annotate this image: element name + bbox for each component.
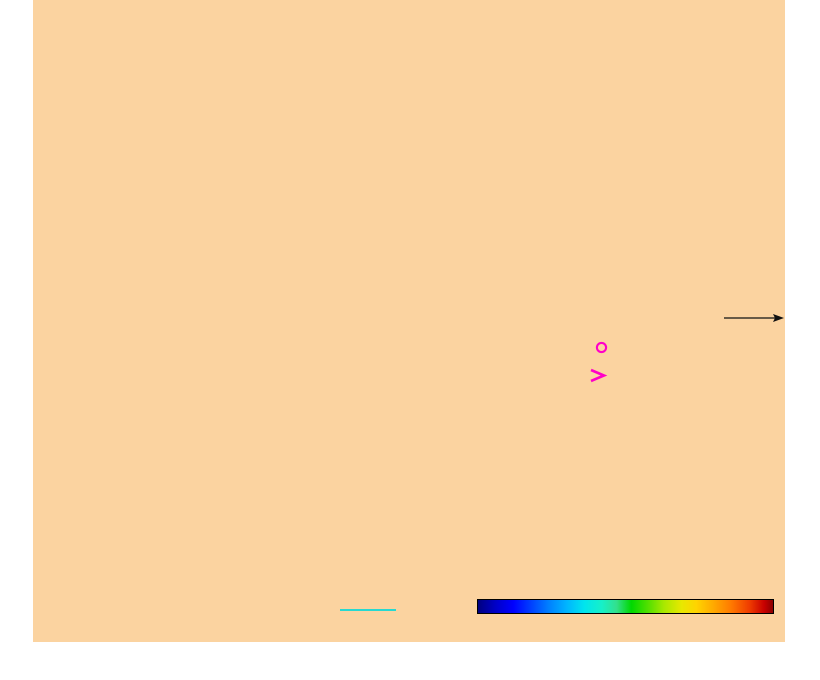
sst-raster-layer [33, 0, 785, 642]
colorbar-gradient [477, 599, 774, 614]
argo-legend-item [595, 341, 617, 354]
colorbar[interactable] [477, 599, 774, 614]
map-plot-area[interactable] [33, 0, 785, 642]
drifter-legend-item [589, 368, 615, 383]
velocity-reference-arrow-icon [724, 314, 784, 322]
drifter-chevron-icon [590, 368, 608, 383]
bathymetry-scalebar [340, 608, 396, 611]
argo-circle-icon [595, 341, 608, 354]
scalebar-line [340, 609, 396, 611]
